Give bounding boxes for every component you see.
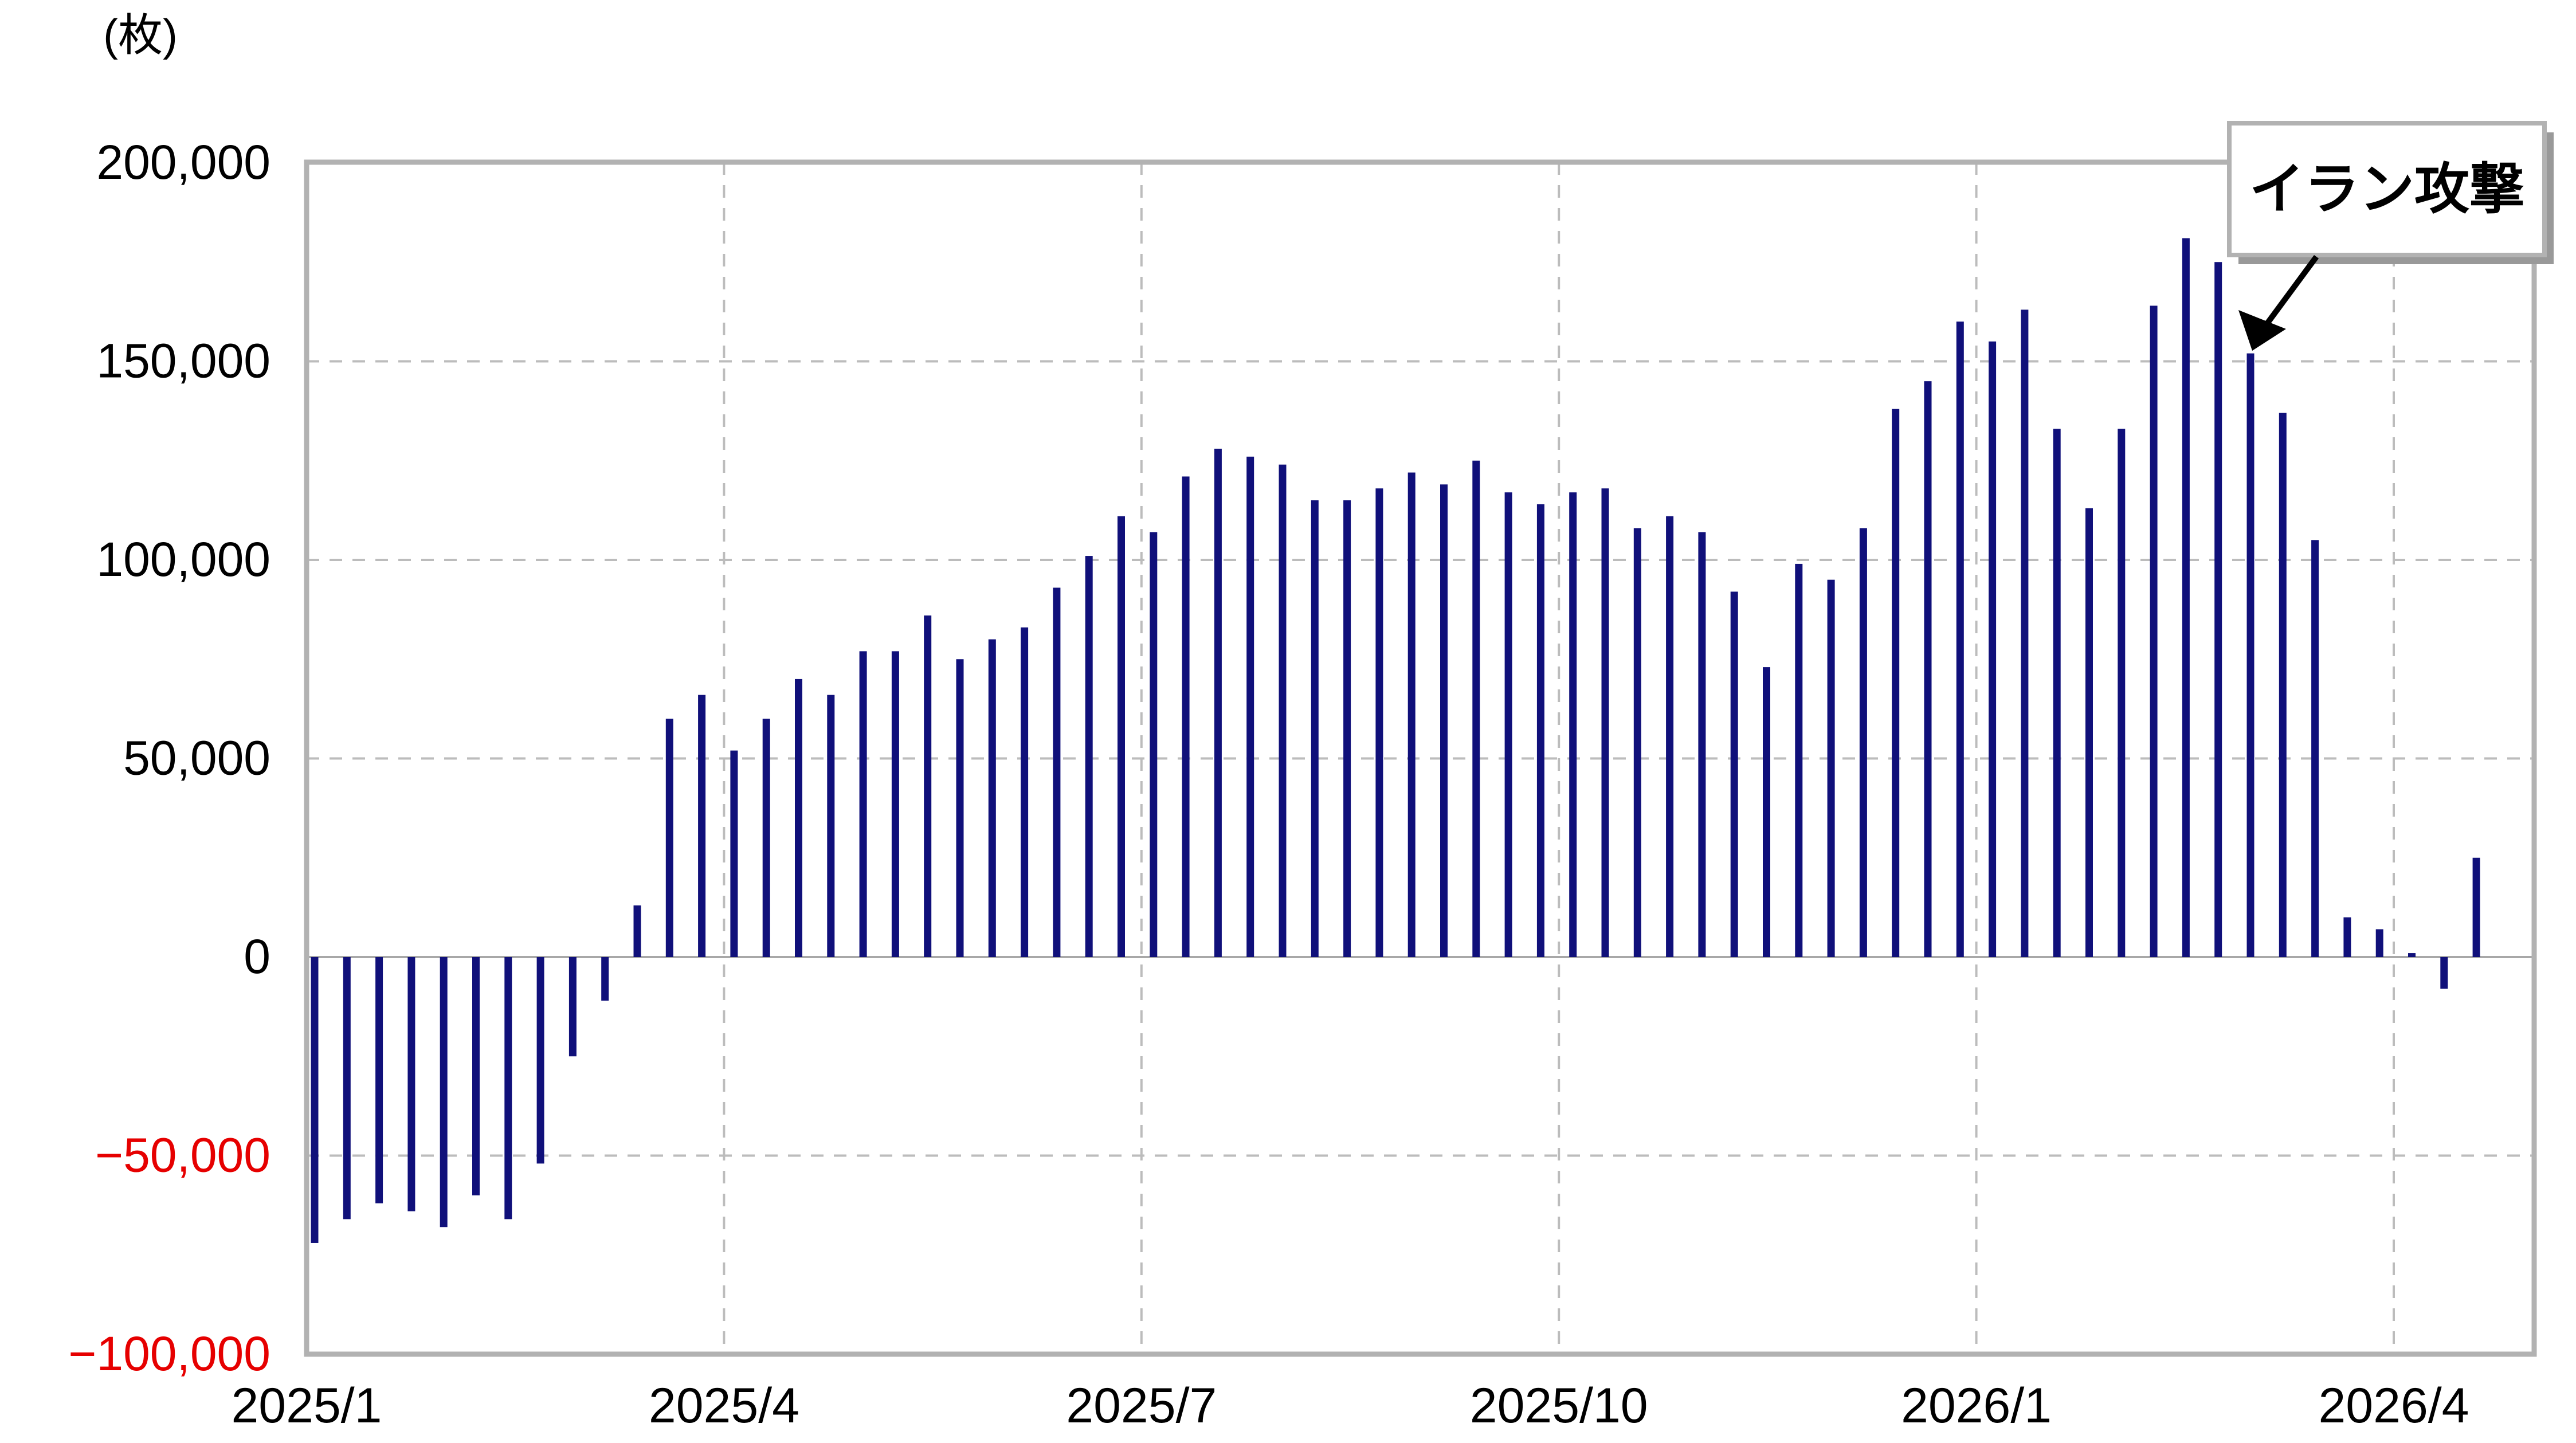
bar (1924, 381, 1932, 957)
y-tick-label: 0 (244, 930, 270, 983)
bar (730, 750, 738, 957)
bar (2150, 305, 2158, 957)
bar (891, 651, 899, 957)
x-tick-label: 2025/7 (1066, 1378, 1217, 1433)
bar (1666, 516, 1674, 957)
bar (762, 719, 770, 957)
bar (311, 957, 319, 1243)
bar (1601, 488, 1609, 957)
bar (2279, 413, 2287, 957)
bar (1504, 492, 1512, 957)
bar (2472, 857, 2480, 957)
bar (1472, 460, 1480, 957)
bar (1118, 516, 1125, 957)
bar (1569, 492, 1577, 957)
bar (504, 957, 512, 1220)
bar (2021, 309, 2029, 958)
bar (568, 957, 577, 1057)
bar (1763, 667, 1770, 957)
bar (1246, 456, 1254, 957)
bar (2343, 917, 2351, 957)
bar (1053, 587, 1061, 957)
x-tick-label: 2025/1 (231, 1378, 382, 1433)
bar (440, 957, 448, 1228)
bar (1536, 504, 1544, 957)
annotation-arrow (2262, 255, 2319, 328)
y-axis-unit-label: (枚) (103, 10, 178, 60)
bar (1956, 321, 1964, 958)
bar (924, 615, 932, 957)
bar (1182, 476, 1190, 957)
bar (1795, 563, 1803, 957)
bar (795, 679, 802, 957)
bar (988, 639, 996, 957)
annotation-label: イラン攻撃 (2249, 159, 2524, 220)
bar (2440, 957, 2448, 989)
bar (1989, 341, 1997, 957)
bar (1827, 579, 1835, 957)
annotation-box (2227, 121, 2547, 257)
bar (2182, 238, 2190, 957)
bar (2085, 508, 2093, 957)
bar (407, 957, 415, 1211)
y-tick-label: −50,000 (95, 1128, 270, 1182)
bar (1730, 591, 1738, 957)
bar (2311, 540, 2319, 957)
x-tick-label: 2026/4 (2318, 1378, 2469, 1433)
bar (698, 695, 706, 957)
bar (2214, 262, 2222, 957)
bar (827, 695, 835, 957)
bar (536, 957, 544, 1164)
bar (1021, 627, 1029, 957)
bar (1343, 500, 1351, 957)
bar (375, 957, 383, 1203)
bar (956, 659, 964, 957)
y-tick-label: 150,000 (96, 334, 270, 388)
annotation-callout: イラン攻撃 (2227, 121, 2554, 351)
y-tick-label: 100,000 (96, 532, 270, 586)
bar (1375, 488, 1383, 957)
x-tick-label: 2026/1 (1901, 1378, 2052, 1433)
bar (2375, 929, 2383, 957)
bar (859, 651, 867, 957)
bar (1311, 500, 1319, 957)
x-tick-label: 2025/4 (649, 1378, 799, 1433)
bar (1698, 532, 1706, 957)
bar (2118, 429, 2126, 957)
bar (1150, 532, 1158, 957)
y-tick-label: −100,000 (68, 1327, 270, 1381)
bar (2246, 353, 2255, 957)
bar (1407, 472, 1416, 957)
bar (601, 957, 609, 1001)
bar (2408, 953, 2416, 957)
plot-border (304, 159, 2537, 1357)
bar (1085, 556, 1093, 957)
x-tick-label: 2025/10 (1470, 1378, 1648, 1433)
annotation-arrowhead-icon (2238, 310, 2286, 351)
bar (1633, 528, 1641, 957)
bar (472, 957, 480, 1195)
bar (1279, 464, 1287, 957)
bar (1440, 484, 1448, 957)
y-tick-label: 200,000 (96, 135, 270, 189)
bar (1214, 448, 1222, 957)
bar (1892, 409, 1900, 957)
bar (343, 957, 351, 1220)
bar (633, 905, 641, 957)
y-tick-label: 50,000 (123, 731, 270, 785)
bar (1859, 528, 1867, 957)
bar (665, 719, 673, 957)
bar (2053, 429, 2061, 957)
